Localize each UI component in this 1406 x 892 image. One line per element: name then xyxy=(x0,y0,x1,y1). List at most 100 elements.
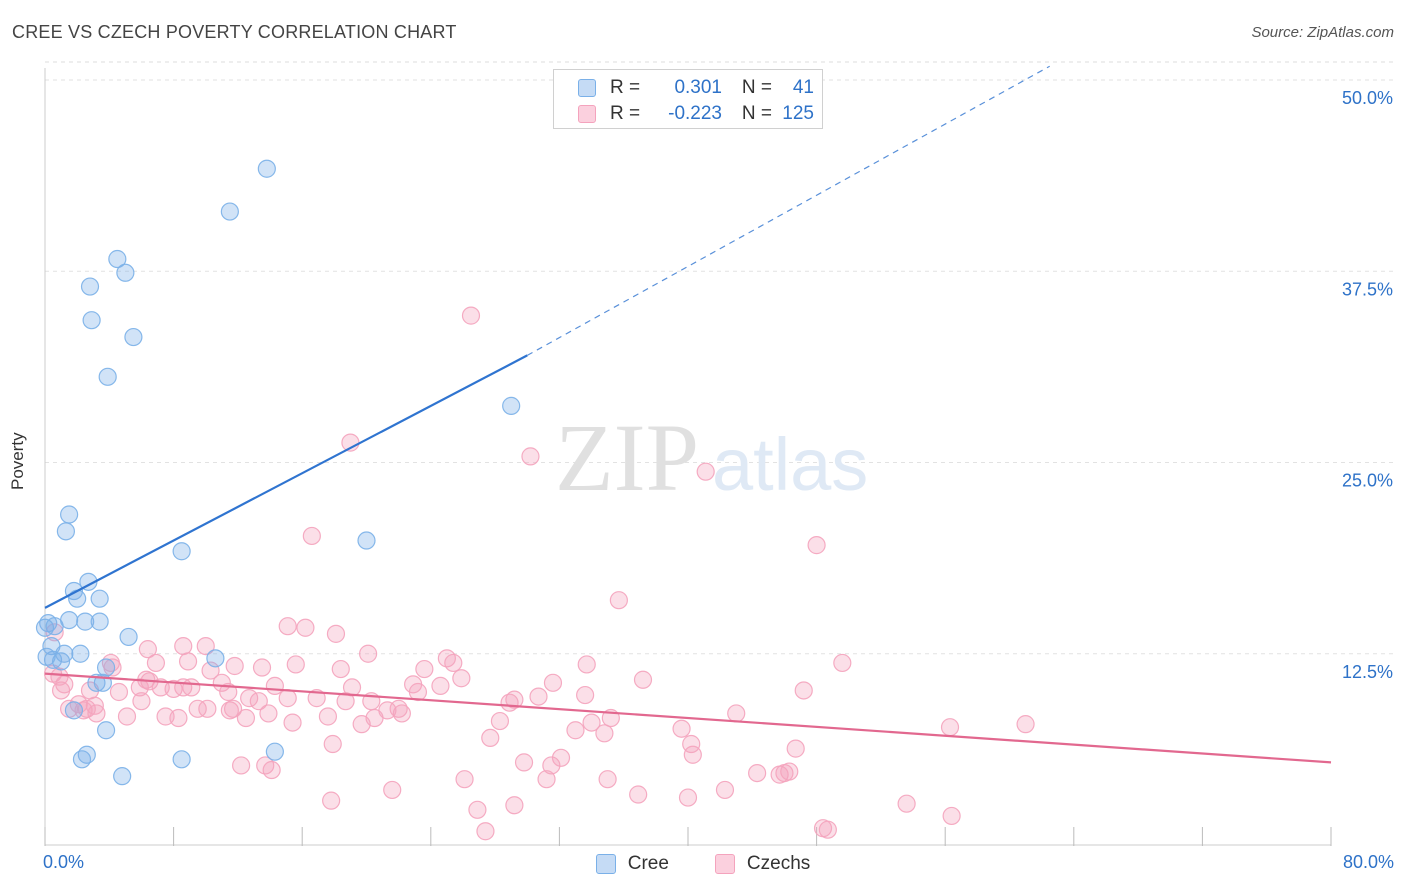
czechs-point xyxy=(198,699,217,718)
czechs-point xyxy=(262,760,281,780)
axes xyxy=(44,68,1332,846)
correlation-legend: R = 0.301 N = 41 R = -0.223 N = 125 xyxy=(553,69,823,129)
n-value: 125 xyxy=(782,103,814,124)
n-label: N = xyxy=(741,77,772,98)
czechs-point xyxy=(1016,715,1035,734)
czechs-point xyxy=(286,655,305,674)
legend-item-czechs[interactable]: Czechs xyxy=(714,853,811,875)
cree-point xyxy=(37,647,56,666)
czechs-point xyxy=(505,796,524,815)
cree-point xyxy=(124,327,143,347)
cree-point xyxy=(119,627,138,647)
czechs-point xyxy=(514,753,534,772)
czechs-point xyxy=(897,794,916,813)
czechs-point xyxy=(103,658,122,677)
czechs-point xyxy=(322,791,341,810)
czechs-point xyxy=(431,676,450,695)
legend-item-cree[interactable]: Cree xyxy=(595,853,669,875)
czechs-point xyxy=(323,734,342,754)
czechs-point xyxy=(940,718,960,737)
cree-point xyxy=(82,311,101,330)
czechs-point xyxy=(476,822,495,841)
watermark-zip: ZIP xyxy=(555,404,699,511)
cree-point xyxy=(76,612,95,631)
gridlines xyxy=(45,61,1394,655)
czechs-point xyxy=(392,704,411,723)
czechs-point xyxy=(45,623,64,642)
czechs-swatch xyxy=(578,105,596,123)
cree-swatch xyxy=(595,854,616,874)
cree-point xyxy=(80,277,100,296)
czechs-point xyxy=(577,655,596,674)
czechs-point xyxy=(408,682,428,702)
cree-point xyxy=(60,505,79,524)
czechs-point xyxy=(633,670,653,689)
n-label: N = xyxy=(741,103,772,124)
czechs-point xyxy=(452,669,471,688)
czechs-point xyxy=(331,659,350,679)
czechs-point xyxy=(715,780,735,800)
czechs-point xyxy=(307,689,326,708)
czechs-point xyxy=(678,788,698,807)
series-legend: Cree Czechs xyxy=(0,852,1406,876)
czechs-point xyxy=(359,644,378,663)
czechs-point xyxy=(138,640,157,659)
cree-point xyxy=(113,767,132,786)
czechs-point xyxy=(794,681,813,700)
czechs-point xyxy=(942,806,961,826)
cree-point xyxy=(35,618,55,637)
czechs-point xyxy=(265,676,284,695)
czechs-point xyxy=(609,591,628,610)
czechs-point xyxy=(117,707,137,726)
czechs-point xyxy=(786,739,805,758)
cree-point xyxy=(116,263,135,282)
czechs-point xyxy=(551,748,571,767)
y-tick-label: 50.0% xyxy=(1342,88,1393,108)
czechs-point xyxy=(74,701,93,720)
czechs-point xyxy=(50,667,69,686)
czechs-point xyxy=(232,756,251,775)
czechs-point xyxy=(461,306,481,325)
cree-point xyxy=(90,612,109,631)
chart-title: CREE VS CZECH POVERTY CORRELATION CHART xyxy=(12,22,457,42)
cree-point xyxy=(206,649,225,668)
cree-point xyxy=(60,610,79,630)
cree-point xyxy=(72,750,92,769)
czechs-point xyxy=(318,707,338,726)
cree-points xyxy=(35,159,521,786)
czechs-point xyxy=(529,687,548,706)
czechs-point xyxy=(542,756,561,775)
czechs-point xyxy=(256,756,275,775)
czechs-point xyxy=(566,721,585,740)
czechs-point xyxy=(629,785,648,804)
czechs-point xyxy=(696,462,715,481)
y-tick-label: 25.0% xyxy=(1342,471,1393,491)
cree-point xyxy=(172,750,191,769)
czechs-point xyxy=(182,678,201,697)
cree-point xyxy=(90,589,109,608)
legend-label-czechs: Czechs xyxy=(746,853,811,874)
czechs-point xyxy=(219,682,238,702)
cree-point xyxy=(64,701,84,720)
cree-point xyxy=(98,367,117,386)
czechs-point xyxy=(818,820,837,839)
czechs-point xyxy=(326,624,346,643)
legend-row-czechs: R = -0.223 N = 125 xyxy=(578,102,814,126)
y-tick-label: 12.5% xyxy=(1342,662,1393,682)
n-value: 41 xyxy=(792,77,814,98)
czechs-points xyxy=(43,306,1035,841)
cree-point xyxy=(96,658,116,677)
czechs-point xyxy=(415,659,434,679)
x-tick-label-max: 80.0% xyxy=(1342,852,1394,872)
cree-point xyxy=(68,589,87,608)
r-value: -0.223 xyxy=(668,103,722,124)
czechs-trend-line xyxy=(44,672,1332,764)
x-tick-label-min: 0.0% xyxy=(43,852,85,872)
cree-point xyxy=(172,542,191,561)
czechs-point xyxy=(780,762,799,781)
cree-trend-extension xyxy=(526,65,1050,356)
czechs-point xyxy=(490,711,510,731)
czechs-point xyxy=(196,636,215,656)
czechs-point xyxy=(543,673,563,692)
cree-point xyxy=(108,249,127,269)
